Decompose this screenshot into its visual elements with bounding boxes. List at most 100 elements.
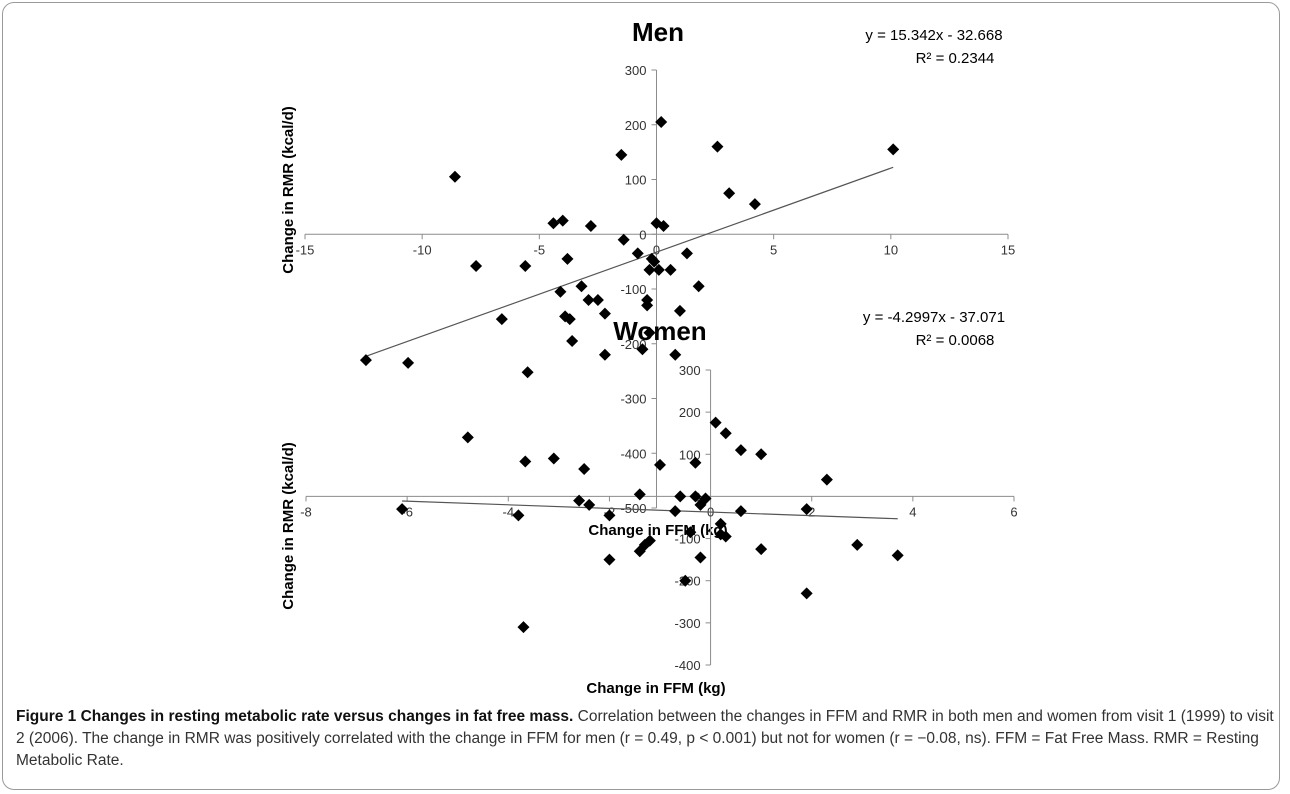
- women-y-tick-label: -400: [675, 658, 701, 673]
- women-y-axis-label: Change in RMR (kcal/d): [280, 442, 297, 610]
- men-x-tick-label: -10: [413, 242, 432, 257]
- women-trendline: [402, 500, 898, 520]
- men-y-tick-label: 0: [639, 227, 646, 242]
- men-data-point: [554, 285, 567, 298]
- women-data-point: [573, 494, 586, 507]
- men-y-tick-label: 300: [625, 63, 647, 78]
- men-data-point: [470, 260, 483, 273]
- men-data-point: [563, 313, 576, 326]
- men-x-tick-label: 0: [653, 242, 660, 257]
- women-x-tick-label: 2: [808, 504, 815, 519]
- women-data-point: [512, 509, 525, 522]
- men-data-point: [521, 366, 534, 379]
- men-data-point: [359, 354, 372, 367]
- men-r-squared: R² = 0.2344: [916, 50, 995, 67]
- men-y-axis-label: Change in RMR (kcal/d): [280, 106, 297, 274]
- men-data-point: [519, 260, 532, 273]
- men-data-point: [664, 263, 677, 276]
- women-data-point: [643, 534, 656, 547]
- men-x-tick-label: -5: [534, 242, 546, 257]
- women-data-point: [851, 538, 864, 551]
- women-trend-equation: y = -4.2997x - 37.071: [863, 309, 1005, 326]
- men-x-tick-label: 10: [884, 242, 898, 257]
- men-data-point: [657, 220, 670, 233]
- men-data-point: [887, 143, 900, 156]
- women-data-point: [820, 473, 833, 486]
- caption-text: Correlation between the changes in FFM a…: [16, 708, 1274, 769]
- women-data-point: [694, 551, 707, 564]
- men-data-point: [673, 304, 686, 317]
- women-data-point: [547, 452, 560, 465]
- women-x-tick-label: -8: [300, 504, 312, 519]
- men-data-point: [692, 280, 705, 293]
- women-data-point: [800, 587, 813, 600]
- women-x-tick-label: 4: [909, 504, 916, 519]
- women-data-point: [689, 490, 702, 503]
- men-data-point: [669, 348, 682, 361]
- men-data-point: [680, 247, 693, 260]
- men-data-point: [723, 187, 736, 200]
- women-data-point: [461, 431, 474, 444]
- men-data-point: [591, 293, 604, 306]
- men-y-tick-label: 100: [625, 173, 647, 188]
- men-x-tick-label: 5: [770, 242, 777, 257]
- women-y-tick-label: 200: [679, 405, 701, 420]
- women-chart-title: Women: [613, 316, 706, 346]
- men-y-tick-label: -500: [620, 501, 646, 516]
- women-data-point: [603, 553, 616, 566]
- men-data-point: [561, 252, 574, 265]
- women-y-tick-label: 300: [679, 363, 701, 378]
- men-data-point: [598, 307, 611, 320]
- women-data-point: [669, 505, 682, 518]
- women-data-point: [633, 488, 646, 501]
- women-chart: -8-6-4-202463002001000-100-200-300-400Wo…: [280, 309, 1018, 697]
- men-data-point: [584, 220, 597, 233]
- men-y-tick-label: -400: [620, 446, 646, 461]
- women-data-point: [734, 444, 747, 457]
- women-x-tick-label: -4: [503, 504, 515, 519]
- men-y-tick-label: -300: [620, 392, 646, 407]
- women-data-point: [734, 505, 747, 518]
- women-data-point: [684, 526, 697, 539]
- men-x-axis-label: Change in FFM (kg): [588, 522, 727, 539]
- men-data-point: [495, 313, 508, 326]
- men-data-point: [641, 299, 654, 312]
- men-x-tick-label: 15: [1001, 242, 1015, 257]
- women-data-point: [396, 503, 409, 516]
- men-data-point: [519, 455, 532, 468]
- women-data-point: [800, 503, 813, 516]
- men-data-point: [631, 247, 644, 260]
- men-data-point: [711, 140, 724, 153]
- women-data-point: [679, 574, 692, 587]
- women-x-tick-label: 6: [1010, 504, 1017, 519]
- men-data-point: [566, 335, 579, 348]
- men-chart: -15 -10 -5 0 5 10 153002001000-100-200-300-400…: [280, 17, 1015, 539]
- men-data-point: [617, 233, 630, 246]
- women-data-point: [583, 498, 596, 511]
- men-data-point: [547, 217, 560, 230]
- men-data-point: [582, 293, 595, 306]
- men-data-point: [575, 280, 588, 293]
- women-data-point: [755, 543, 768, 556]
- men-data-point: [652, 263, 665, 276]
- men-trendline: [365, 166, 894, 357]
- men-chart-title: Men: [632, 17, 684, 47]
- women-data-point: [719, 530, 732, 543]
- men-data-point: [643, 326, 656, 339]
- men-y-tick-label: -100: [620, 282, 646, 297]
- women-data-point: [699, 492, 712, 505]
- women-data-point: [714, 517, 727, 530]
- women-data-point: [517, 621, 530, 634]
- women-y-tick-label: -100: [675, 532, 701, 547]
- men-trend-equation: y = 15.342x - 32.668: [865, 27, 1002, 44]
- caption-title: Figure 1 Changes in resting metabolic ra…: [16, 708, 574, 725]
- women-data-point: [654, 458, 666, 471]
- men-data-point: [748, 198, 761, 211]
- men-data-point: [448, 170, 461, 183]
- women-x-tick-label: -6: [401, 504, 413, 519]
- women-data-point: [891, 549, 904, 562]
- men-data-point: [655, 116, 668, 129]
- men-data-point: [643, 263, 656, 276]
- women-data-point: [674, 490, 687, 503]
